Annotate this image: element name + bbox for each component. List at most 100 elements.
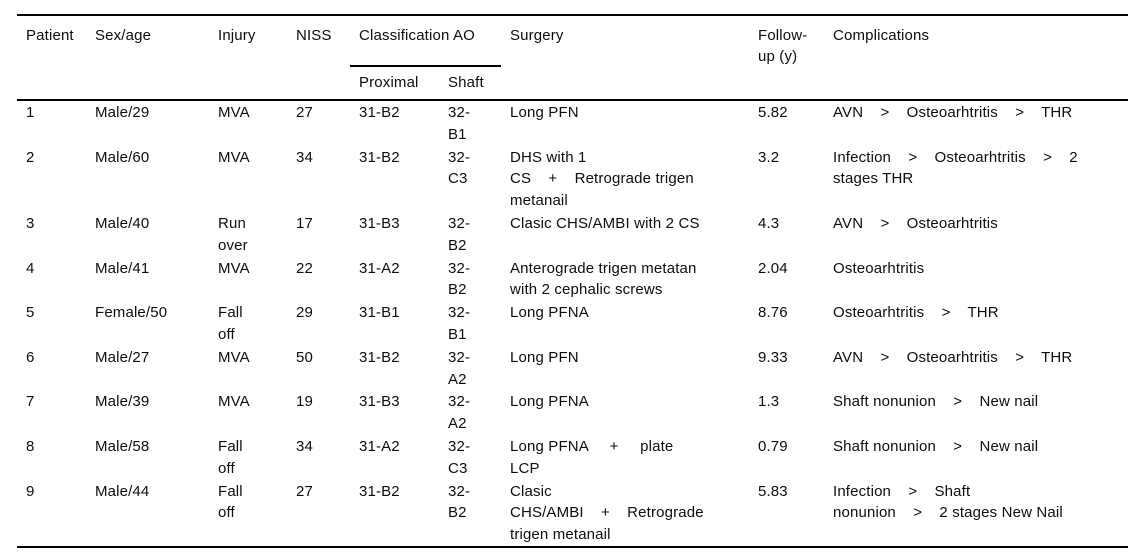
cell-proximal: 31-B2	[359, 104, 400, 121]
col-header-proximal: Proximal	[359, 74, 419, 91]
cell-surgery: Anterograde trigen metatan with 2 cephal…	[510, 259, 697, 299]
cell-sex-age: Male/44	[95, 482, 150, 500]
cell-niss: 50	[296, 348, 313, 366]
cell-injury: Run over	[218, 214, 248, 254]
col-header-sex-age: Sex/age	[95, 27, 152, 44]
col-header-complications: Complications	[833, 27, 930, 44]
cell-patient: 9	[26, 482, 35, 500]
header-row-main: Patient Sex/age Injury NISS Classificati…	[17, 15, 1128, 67]
col-header-surgery: Surgery	[510, 27, 564, 44]
table-row: 6 Male/27 MVA 50 31-B2 32- A2 Long PFN 9…	[17, 346, 1128, 391]
cell-patient: 7	[26, 393, 35, 411]
cell-patient: 3	[26, 214, 35, 232]
cell-shaft: 32- A2	[448, 348, 471, 388]
cell-surgery: Long PFNA + plate LCP	[510, 437, 674, 477]
cell-surgery: Long PFNA	[510, 393, 589, 411]
cell-injury: MVA	[218, 348, 250, 366]
cell-complications: Infection > Shaft nonunion > 2 stages Ne…	[833, 482, 1063, 522]
cell-sex-age: Male/29	[95, 104, 150, 121]
table-body: 1 Male/29 MVA 27 31-B2 32- B1 Long PFN 5…	[17, 100, 1128, 547]
cell-shaft: 32- B1	[448, 104, 471, 143]
patients-table: Patient Sex/age Injury NISS Classificati…	[17, 14, 1128, 548]
cell-shaft: 32- A2	[448, 393, 471, 433]
col-header-shaft: Shaft	[448, 74, 484, 91]
table-row: 4 Male/41 MVA 22 31-A2 32- B2 Anterograd…	[17, 257, 1128, 302]
cell-niss: 27	[296, 104, 313, 121]
table-row: 5 Female/50 Fall off 29 31-B1 32- B1 Lon…	[17, 301, 1128, 346]
cell-niss: 27	[296, 482, 313, 500]
cell-surgery: Long PFN	[510, 104, 579, 121]
cell-sex-age: Male/40	[95, 214, 150, 232]
cell-sex-age: Male/58	[95, 437, 150, 455]
cell-injury: Fall off	[218, 437, 243, 477]
cell-follow-up: 0.79	[758, 437, 788, 455]
cell-niss: 34	[296, 437, 313, 455]
cell-surgery: Long PFNA	[510, 304, 589, 322]
cell-proximal: 31-B3	[359, 393, 400, 411]
header-row-sub: Proximal Shaft	[17, 66, 1128, 100]
cell-patient: 8	[26, 437, 35, 455]
cell-injury: MVA	[218, 104, 250, 121]
table-row: 2 Male/60 MVA 34 31-B2 32- C3 DHS with 1…	[17, 146, 1128, 212]
cell-complications: Infection > Osteoarhtritis > 2 stages TH…	[833, 148, 1078, 188]
cell-follow-up: 3.2	[758, 148, 780, 166]
cell-follow-up: 2.04	[758, 259, 788, 277]
table-row: 7 Male/39 MVA 19 31-B3 32- A2 Long PFNA …	[17, 390, 1128, 435]
cell-sex-age: Male/39	[95, 393, 150, 411]
cell-injury: MVA	[218, 148, 250, 166]
cell-patient: 6	[26, 348, 35, 366]
cell-sex-age: Female/50	[95, 304, 168, 322]
cell-patient: 5	[26, 304, 35, 322]
cell-injury: MVA	[218, 259, 250, 277]
cell-shaft: 32- B1	[448, 304, 471, 343]
col-header-classification-ao: Classification AO	[350, 15, 501, 67]
cell-niss: 19	[296, 393, 313, 411]
cell-surgery: Clasic CHS/AMBI + Retrograde trigen meta…	[510, 482, 704, 544]
table-row: 3 Male/40 Run over 17 31-B3 32- B2 Clasi…	[17, 212, 1128, 257]
cell-proximal: 31-A2	[359, 259, 400, 277]
cell-injury: Fall off	[218, 304, 243, 343]
cell-niss: 34	[296, 148, 313, 166]
cell-proximal: 31-B2	[359, 482, 400, 500]
table-header: Patient Sex/age Injury NISS Classificati…	[17, 15, 1128, 100]
cell-complications: Shaft nonunion > New nail	[833, 437, 1039, 455]
cell-proximal: 31-B1	[359, 304, 400, 322]
cell-follow-up: 9.33	[758, 348, 788, 366]
cell-shaft: 32- C3	[448, 437, 471, 477]
col-header-patient: Patient	[26, 27, 74, 44]
cell-niss: 29	[296, 304, 313, 322]
cell-complications: AVN > Osteoarhtritis > THR	[833, 104, 1073, 121]
cell-proximal: 31-B3	[359, 214, 400, 232]
col-header-niss: NISS	[296, 27, 332, 44]
cell-follow-up: 5.82	[758, 104, 788, 121]
cell-injury: Fall off	[218, 482, 243, 522]
cell-sex-age: Male/27	[95, 348, 150, 366]
cell-shaft: 32- B2	[448, 259, 471, 299]
cell-follow-up: 1.3	[758, 393, 780, 411]
cell-complications: Shaft nonunion > New nail	[833, 393, 1039, 411]
cell-patient: 2	[26, 148, 35, 166]
cell-injury: MVA	[218, 393, 250, 411]
cell-complications: Osteoarhtritis	[833, 259, 925, 277]
cell-surgery: DHS with 1 CS + Retrograde trigen metana…	[510, 148, 694, 210]
cell-complications: Osteoarhtritis > THR	[833, 304, 999, 322]
cell-shaft: 32- B2	[448, 482, 471, 522]
cell-proximal: 31-B2	[359, 148, 400, 166]
cell-sex-age: Male/60	[95, 148, 150, 166]
table-row: 8 Male/58 Fall off 34 31-A2 32- C3 Long …	[17, 435, 1128, 480]
cell-proximal: 31-A2	[359, 437, 400, 455]
cell-patient: 1	[26, 104, 35, 121]
cell-follow-up: 8.76	[758, 304, 788, 322]
cell-surgery: Clasic CHS/AMBI with 2 CS	[510, 214, 700, 232]
cell-niss: 17	[296, 214, 313, 232]
table-row: 9 Male/44 Fall off 27 31-B2 32- B2 Clasi…	[17, 480, 1128, 547]
col-header-follow-up: Follow- up (y)	[758, 27, 808, 65]
cell-niss: 22	[296, 259, 313, 277]
table-row: 1 Male/29 MVA 27 31-B2 32- B1 Long PFN 5…	[17, 100, 1128, 146]
cell-complications: AVN > Osteoarhtritis	[833, 214, 998, 232]
cell-proximal: 31-B2	[359, 348, 400, 366]
cell-follow-up: 4.3	[758, 214, 780, 232]
cell-follow-up: 5.83	[758, 482, 788, 500]
cell-complications: AVN > Osteoarhtritis > THR	[833, 348, 1073, 366]
